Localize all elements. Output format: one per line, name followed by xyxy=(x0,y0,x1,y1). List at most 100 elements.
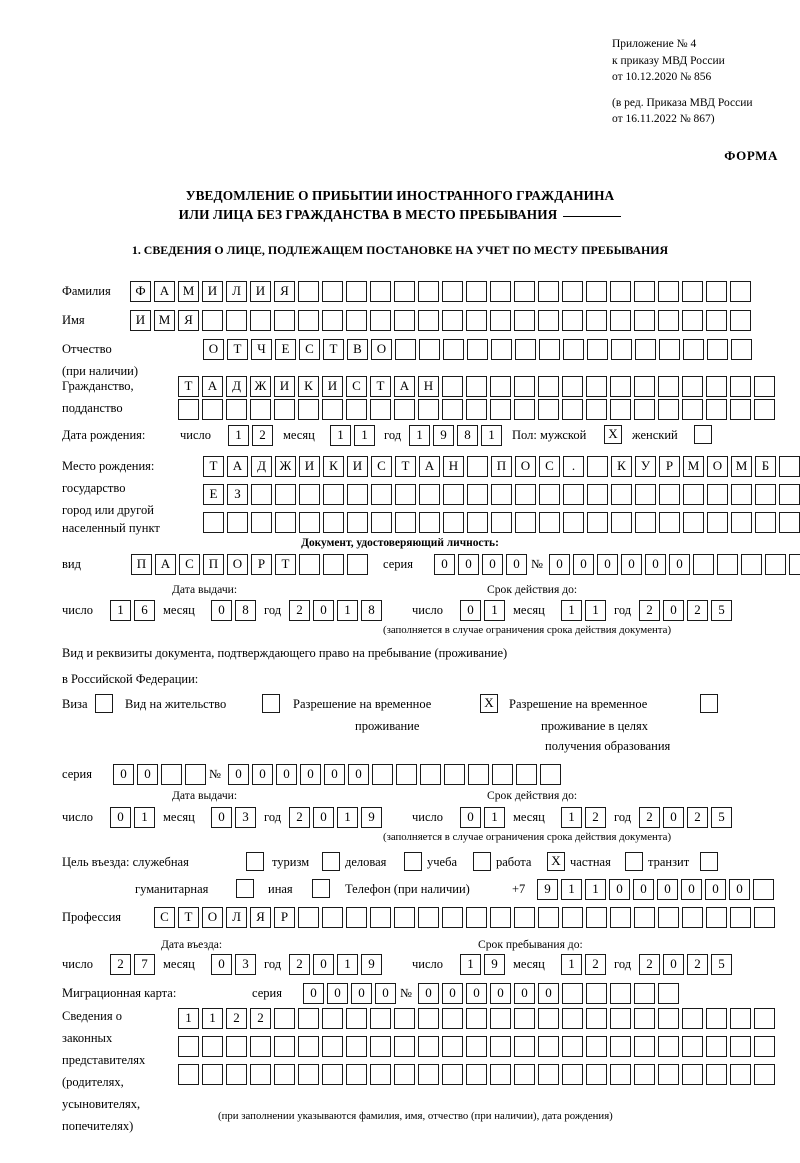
char-cell[interactable]: 0 xyxy=(434,554,455,575)
char-cell[interactable]: 2 xyxy=(687,807,708,828)
char-cell[interactable] xyxy=(246,852,264,871)
char-cell[interactable] xyxy=(275,512,296,533)
char-cell[interactable]: О xyxy=(371,339,392,360)
char-cell[interactable] xyxy=(514,907,535,928)
char-cell[interactable]: 0 xyxy=(573,554,594,575)
char-cell[interactable]: Т xyxy=(275,554,296,575)
char-cell[interactable] xyxy=(370,907,391,928)
char-cell[interactable] xyxy=(274,1008,295,1029)
char-cell[interactable] xyxy=(658,399,679,420)
char-cell[interactable] xyxy=(538,1064,559,1085)
char-cell[interactable]: А xyxy=(394,376,415,397)
char-cell[interactable]: 2 xyxy=(289,954,310,975)
char-cell[interactable] xyxy=(658,1036,679,1057)
char-cell[interactable]: 1 xyxy=(337,807,358,828)
char-cell[interactable] xyxy=(538,376,559,397)
temp-residence-checkbox[interactable]: X xyxy=(480,694,498,713)
purpose-private-checkbox[interactable] xyxy=(625,852,643,871)
char-cell[interactable] xyxy=(466,1064,487,1085)
char-cell[interactable] xyxy=(658,1064,679,1085)
char-cell[interactable]: 9 xyxy=(484,954,505,975)
char-cell[interactable] xyxy=(443,512,464,533)
char-cell[interactable]: X xyxy=(547,852,565,871)
char-cell[interactable] xyxy=(490,1008,511,1029)
temp-edu-checkbox[interactable] xyxy=(700,694,718,713)
char-cell[interactable] xyxy=(418,1036,439,1057)
char-cell[interactable] xyxy=(322,907,343,928)
char-cell[interactable]: 1 xyxy=(178,1008,199,1029)
char-cell[interactable] xyxy=(323,512,344,533)
char-cell[interactable] xyxy=(586,281,607,302)
char-cell[interactable] xyxy=(586,399,607,420)
char-cell[interactable] xyxy=(514,310,535,331)
purpose-study-checkbox[interactable] xyxy=(473,852,491,871)
char-cell[interactable]: X xyxy=(480,694,498,713)
char-cell[interactable]: 0 xyxy=(375,983,396,1004)
char-cell[interactable] xyxy=(418,1064,439,1085)
char-cell[interactable] xyxy=(658,1008,679,1029)
char-cell[interactable] xyxy=(610,310,631,331)
char-cell[interactable] xyxy=(706,907,727,928)
char-cell[interactable]: 1 xyxy=(228,425,249,446)
char-cell[interactable]: К xyxy=(323,456,344,477)
char-cell[interactable]: 0 xyxy=(313,954,334,975)
char-cell[interactable] xyxy=(538,281,559,302)
char-cell[interactable]: С xyxy=(539,456,560,477)
char-cell[interactable] xyxy=(466,907,487,928)
legal-rep-input-row3[interactable] xyxy=(178,1064,778,1085)
char-cell[interactable] xyxy=(418,310,439,331)
char-cell[interactable] xyxy=(730,1008,751,1029)
char-cell[interactable] xyxy=(250,399,271,420)
char-cell[interactable] xyxy=(202,399,223,420)
char-cell[interactable] xyxy=(322,1064,343,1085)
char-cell[interactable] xyxy=(370,399,391,420)
char-cell[interactable] xyxy=(682,1008,703,1029)
char-cell[interactable] xyxy=(394,1064,415,1085)
char-cell[interactable] xyxy=(682,907,703,928)
char-cell[interactable] xyxy=(717,554,738,575)
char-cell[interactable] xyxy=(250,1036,271,1057)
char-cell[interactable]: 0 xyxy=(460,600,481,621)
char-cell[interactable] xyxy=(491,484,512,505)
char-cell[interactable] xyxy=(562,1008,583,1029)
char-cell[interactable] xyxy=(754,1036,775,1057)
char-cell[interactable]: 9 xyxy=(433,425,454,446)
char-cell[interactable] xyxy=(682,399,703,420)
char-cell[interactable]: Р xyxy=(274,907,295,928)
char-cell[interactable] xyxy=(741,554,762,575)
char-cell[interactable] xyxy=(226,310,247,331)
char-cell[interactable]: 1 xyxy=(481,425,502,446)
char-cell[interactable]: 0 xyxy=(313,600,334,621)
char-cell[interactable] xyxy=(298,1064,319,1085)
char-cell[interactable]: Т xyxy=(203,456,224,477)
char-cell[interactable] xyxy=(563,484,584,505)
char-cell[interactable]: 0 xyxy=(211,807,232,828)
char-cell[interactable] xyxy=(490,376,511,397)
char-cell[interactable] xyxy=(370,1008,391,1029)
char-cell[interactable]: П xyxy=(491,456,512,477)
char-cell[interactable] xyxy=(371,512,392,533)
char-cell[interactable]: 0 xyxy=(506,554,527,575)
char-cell[interactable] xyxy=(730,907,751,928)
char-cell[interactable]: 3 xyxy=(235,807,256,828)
char-cell[interactable] xyxy=(587,456,608,477)
char-cell[interactable]: 0 xyxy=(442,983,463,1004)
char-cell[interactable]: Л xyxy=(226,281,247,302)
char-cell[interactable] xyxy=(706,376,727,397)
char-cell[interactable] xyxy=(161,764,182,785)
char-cell[interactable] xyxy=(731,484,752,505)
char-cell[interactable]: 5 xyxy=(711,600,732,621)
char-cell[interactable] xyxy=(682,1064,703,1085)
char-cell[interactable] xyxy=(538,310,559,331)
char-cell[interactable]: А xyxy=(419,456,440,477)
